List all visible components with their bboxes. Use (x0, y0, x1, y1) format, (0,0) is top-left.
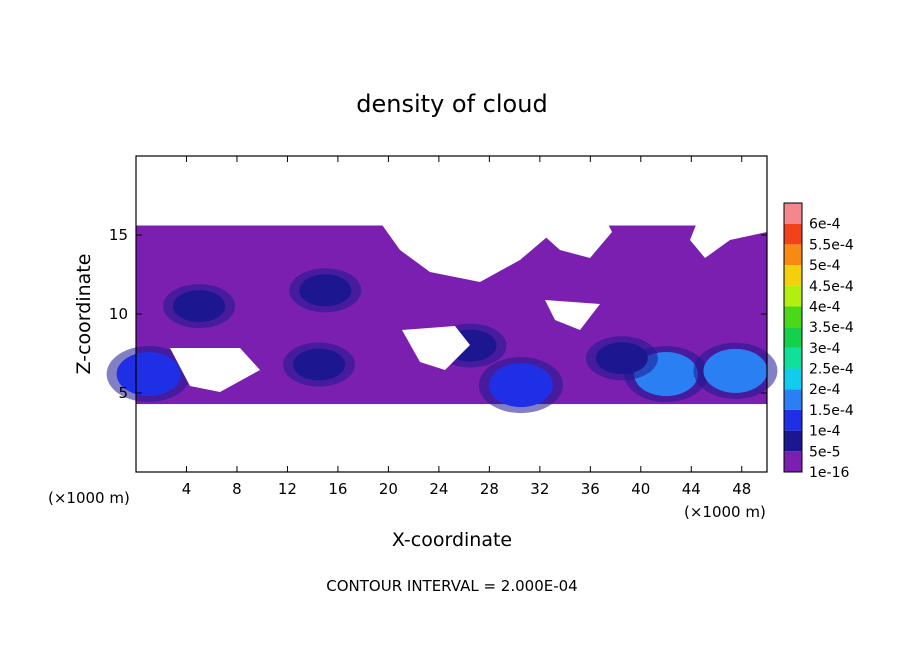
colorbar-swatch (784, 306, 802, 328)
clear-sky-gap (530, 200, 612, 258)
colorbar-label: 3e-4 (809, 341, 841, 357)
colorbar-label: 4e-4 (809, 299, 841, 315)
x-tick-label: 4 (182, 480, 192, 498)
x-tick-label: 28 (480, 480, 499, 498)
colorbar-swatch (784, 451, 802, 472)
colorbar-swatch (784, 409, 802, 431)
clear-sky-gap (136, 156, 767, 220)
clear-sky-gap (380, 214, 560, 282)
colorbar-label: 1e-16 (809, 465, 849, 481)
cloud-hotspot (595, 342, 648, 375)
x-tick-label: 8 (232, 480, 242, 498)
x-axis-label: X-coordinate (392, 529, 512, 551)
x-tick-label: 40 (631, 480, 650, 498)
colorbar-swatch (784, 347, 802, 369)
colorbar-label: 4.5e-4 (809, 279, 854, 295)
clear-sky-gaps (136, 156, 767, 392)
plot-area (106, 156, 778, 414)
chart-title: density of cloud (356, 90, 547, 118)
colorbar-label: 5.5e-4 (809, 237, 854, 253)
cloud-hotspot (488, 363, 553, 408)
y-axis-label: Z-coordinate (73, 254, 95, 375)
colorbar-label: 1e-4 (809, 424, 841, 440)
cloud-hotspot (299, 274, 352, 307)
x-tick-label: 20 (379, 480, 398, 498)
colorbar-label: 5e-4 (809, 258, 841, 274)
colorbar: 1e-16 5e-5 1e-4 1.5e-4 2e-4 2.5e-4 3e-4 3.5e-4 4… (783, 202, 854, 481)
contour-interval-note: CONTOUR INTERVAL = 2.000E-04 (326, 577, 577, 595)
y-tick-label: 10 (109, 305, 128, 323)
x-tick-label: 48 (732, 480, 751, 498)
x-tick-label: 44 (682, 480, 701, 498)
colorbar-label: 2e-4 (809, 382, 841, 398)
y-tick-label: 15 (109, 226, 128, 244)
colorbar-swatch (784, 430, 802, 452)
colorbar-label: 1.5e-4 (809, 403, 854, 419)
cloud-hotspot (292, 348, 345, 381)
y-axis-ticks: 5 10 15 (109, 226, 767, 402)
y-tick-label: 5 (118, 384, 128, 402)
colorbar-swatch (784, 285, 802, 307)
colorbar-swatch (784, 203, 802, 224)
x-tick-label: 32 (530, 480, 549, 498)
x-axis-ticks: 4 8 12 16 20 24 28 32 36 40 44 48 (182, 156, 751, 498)
x-tick-label: 12 (278, 480, 297, 498)
colorbar-label: 5e-5 (809, 444, 840, 460)
colorbar-swatch (784, 244, 802, 266)
colorbar-swatch (784, 389, 802, 410)
clear-sky-gap (545, 300, 600, 330)
colorbar-label: 6e-4 (809, 217, 841, 233)
colorbar-swatch (784, 223, 802, 245)
colorbar-swatch (784, 327, 802, 348)
x-tick-label: 16 (328, 480, 347, 498)
clear-sky-gap (402, 326, 470, 370)
x-unit-right: (×1000 m) (684, 503, 766, 521)
x-tick-label: 24 (429, 480, 448, 498)
clear-sky-gap (690, 200, 767, 258)
x-unit-left: (×1000 m) (48, 489, 130, 507)
colorbar-frame (783, 202, 803, 473)
cloud-hotspot (703, 348, 768, 393)
cloud-hotspot (173, 290, 226, 323)
colorbar-swatch (784, 265, 802, 286)
clear-sky-gap (170, 348, 260, 392)
colorbar-label: 3.5e-4 (809, 320, 854, 336)
colorbar-swatch (784, 368, 802, 390)
colorbar-label: 2.5e-4 (809, 362, 854, 378)
x-tick-label: 36 (581, 480, 600, 498)
cloud-hotspot (116, 352, 181, 397)
